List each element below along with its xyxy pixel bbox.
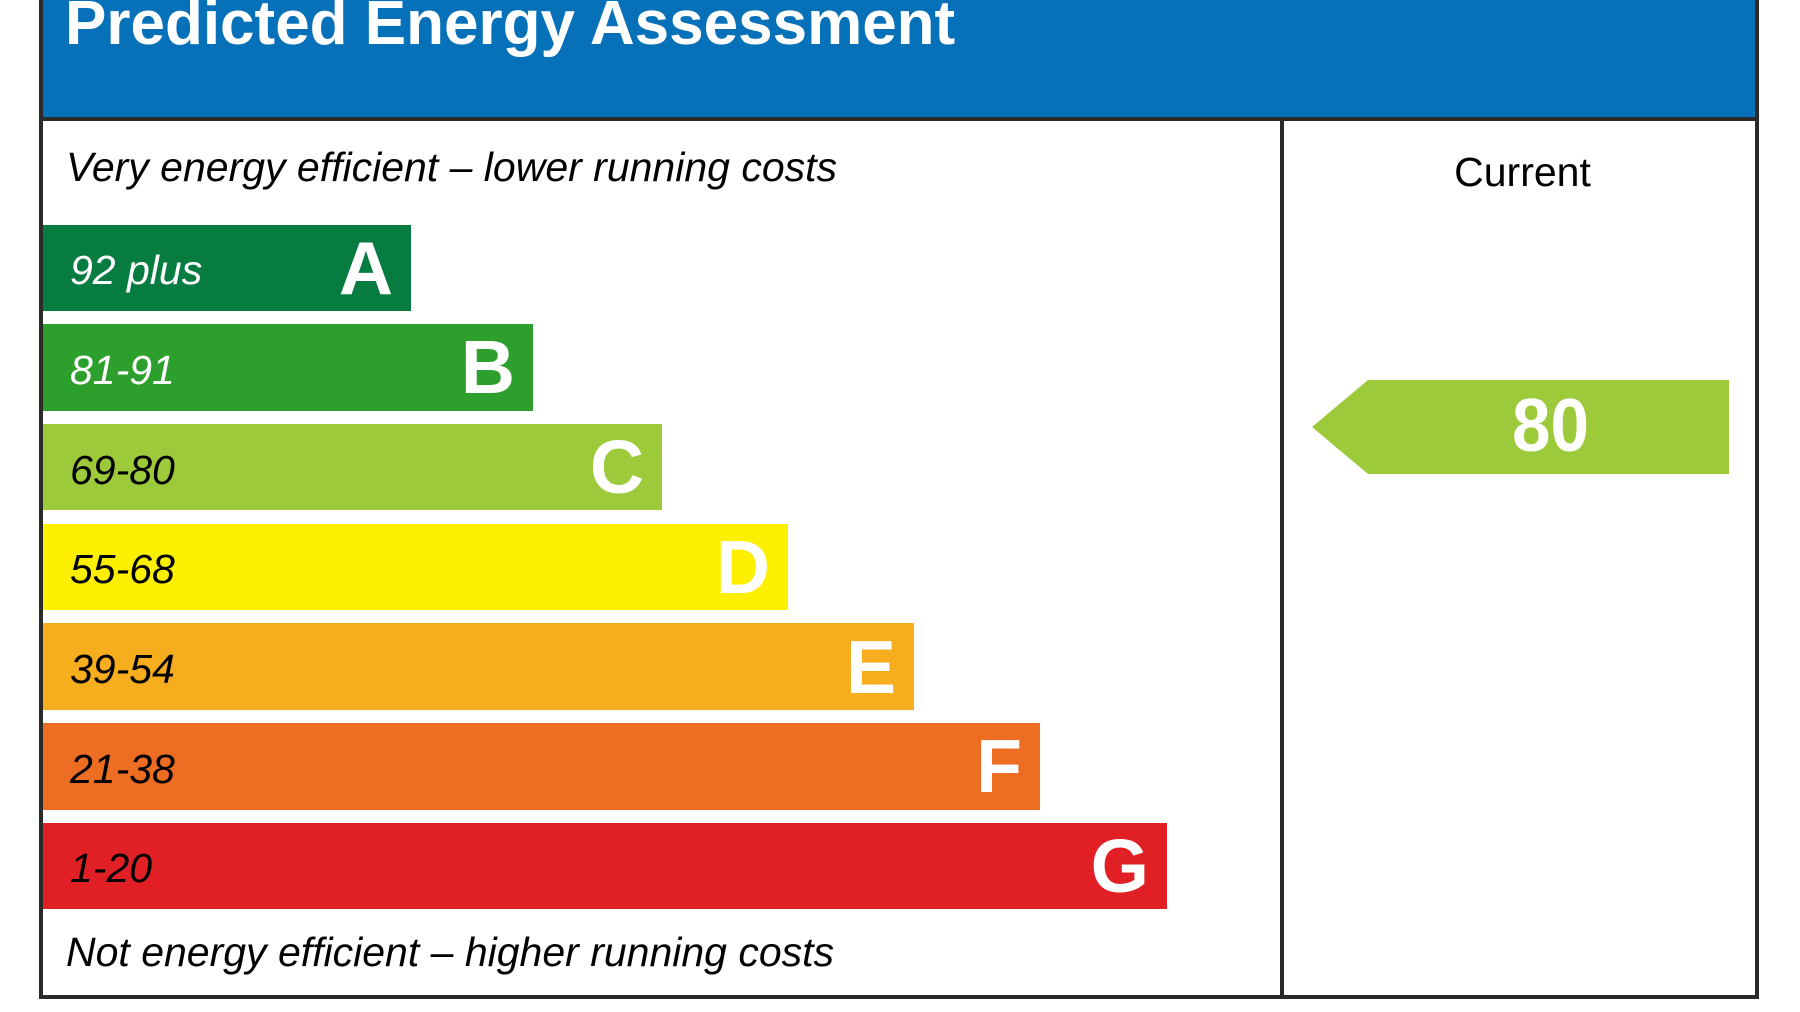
svg-text:80: 80 — [1512, 383, 1589, 467]
